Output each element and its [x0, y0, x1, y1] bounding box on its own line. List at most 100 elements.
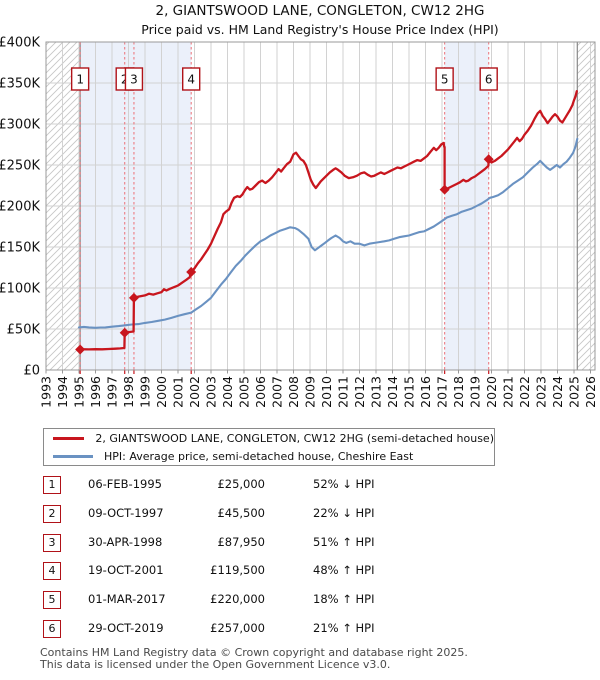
transactions-table: 1 06-FEB-1995 £25,000 52% ↓ HPI 2 09-OCT… [0, 474, 600, 647]
transaction-date: 06-FEB-1995 [88, 477, 162, 491]
transaction-number-label: 5 [441, 73, 449, 87]
y-tick-label: £150K [0, 241, 40, 256]
transaction-price: £220,000 [210, 592, 265, 607]
transaction-date: 09-OCT-1997 [88, 505, 164, 520]
transaction-price: £119,500 [210, 563, 265, 578]
x-tick-label: 2012 [352, 376, 367, 408]
transaction-number-label: 6 [485, 73, 493, 87]
x-tick-label: 1995 [72, 376, 87, 408]
y-tick-label: £300K [0, 118, 40, 133]
y-tick-label: £350K [0, 77, 40, 92]
transaction-hpi-delta: 52% ↓ HPI [313, 477, 375, 491]
page-subtitle: Price paid vs. HM Land Registry's House … [141, 22, 499, 37]
transaction-number-badge: 3 [43, 533, 61, 552]
x-tick-label: 2000 [154, 376, 169, 408]
transaction-marker-diamond [186, 267, 197, 278]
x-tick-label: 2022 [517, 376, 532, 408]
transaction-hpi-delta: 51% ↑ HPI [313, 534, 375, 549]
x-tick-label: 2004 [220, 376, 235, 408]
legend-label-property: 2, GIANTSWOOD LANE, CONGLETON, CW12 2HG … [95, 431, 494, 445]
transaction-marker-diamond [75, 344, 86, 355]
x-tick-label: 2008 [286, 376, 301, 408]
y-tick-label: £200K [0, 200, 40, 215]
transaction-number-badge: 1 [43, 476, 61, 494]
transaction-hpi-delta: 21% ↑ HPI [313, 620, 375, 635]
hpi-line [77, 137, 579, 329]
transaction-number-box [479, 67, 498, 91]
plot-border [45, 41, 596, 371]
footer-line-1: Contains HM Land Registry data © Crown c… [40, 646, 468, 659]
x-tick-label: 2010 [319, 376, 334, 408]
legend-item-property: 2, GIANTSWOOD LANE, CONGLETON, CW12 2HG … [53, 430, 494, 446]
page-title: 2, GIANTSWOOD LANE, CONGLETON, CW12 2HG [155, 3, 485, 19]
transaction-price: £25,000 [217, 477, 265, 491]
x-tick-label: 2013 [369, 376, 384, 408]
x-tick-label: 2024 [550, 376, 565, 408]
y-tick-label: £50K [7, 323, 41, 338]
footer-line-2: This data is licensed under the Open Gov… [40, 657, 391, 671]
y-tick-label: £0 [23, 364, 40, 379]
x-tick-label: 2025 [567, 376, 582, 408]
transaction-number-badge: 5 [43, 591, 61, 610]
transaction-marker-diamond [483, 154, 494, 165]
transaction-date: 01-MAR-2017 [88, 592, 166, 607]
x-tick-label: 2020 [484, 376, 499, 408]
transaction-number-label: 3 [130, 73, 138, 87]
x-tick-label: 2005 [237, 376, 252, 408]
transaction-date: 19-OCT-2001 [88, 563, 164, 578]
table-row: 4 19-OCT-2001 £119,500 48% ↑ HPI [0, 560, 600, 589]
transaction-number-badge: 2 [43, 504, 61, 523]
transaction-number-box [435, 67, 454, 91]
x-tick-label: 2021 [501, 376, 516, 408]
x-tick-label: 2002 [187, 376, 202, 408]
transaction-number-box [181, 67, 201, 91]
transaction-marker-diamond [439, 184, 450, 195]
table-row: 6 29-OCT-2019 £257,000 21% ↑ HPI [0, 618, 600, 647]
transaction-price: £87,950 [217, 534, 265, 549]
price-history-chart: 1 2 3 4 5 6£0£50K£100K£150K£200K£250K£300K£35… [0, 36, 598, 408]
y-tick-label: £250K [0, 159, 40, 174]
x-tick-label: 2018 [451, 376, 466, 408]
transaction-number-badge: 4 [43, 562, 61, 581]
table-row: 5 01-MAR-2017 £220,000 18% ↑ HPI [0, 589, 600, 618]
legend-item-hpi: HPI: Average price, semi-detached house,… [53, 448, 494, 464]
legend-label-hpi: HPI: Average price, semi-detached house,… [104, 449, 414, 463]
transaction-number-label: 1 [76, 73, 84, 87]
x-tick-label: 1993 [39, 376, 54, 408]
x-tick-label: 1999 [138, 376, 153, 408]
x-tick-label: 2007 [270, 376, 285, 408]
y-tick-label: £400K [0, 36, 40, 51]
x-tick-label: 2017 [435, 376, 450, 408]
transaction-number-label: 4 [187, 73, 195, 87]
legend-line-sample-property [53, 436, 85, 440]
transaction-price: £257,000 [210, 620, 265, 635]
x-tick-label: 2019 [468, 376, 483, 408]
x-tick-label: 2026 [583, 376, 598, 408]
x-tick-label: 2014 [385, 376, 400, 408]
transaction-date: 29-OCT-2019 [88, 620, 164, 635]
x-tick-label: 2003 [204, 376, 219, 408]
transaction-price: £45,500 [217, 505, 265, 520]
chart-legend: 2, GIANTSWOOD LANE, CONGLETON, CW12 2HG … [43, 428, 495, 466]
x-tick-label: 2006 [253, 376, 268, 408]
transaction-hpi-delta: 18% ↑ HPI [313, 592, 375, 607]
transaction-number-badge: 6 [43, 619, 61, 638]
transaction-number-box [124, 67, 144, 91]
transaction-date: 30-APR-1998 [88, 534, 163, 549]
legend-line-sample-hpi [53, 454, 93, 458]
x-tick-label: 1997 [105, 376, 120, 408]
transaction-hpi-delta: 22% ↓ HPI [313, 505, 375, 520]
transaction-hpi-delta: 48% ↑ HPI [313, 563, 375, 578]
transaction-marker-diamond [128, 292, 139, 303]
table-row: 3 30-APR-1998 £87,950 51% ↑ HPI [0, 532, 600, 561]
x-tick-label: 2023 [534, 376, 549, 408]
x-tick-label: 2015 [402, 376, 417, 408]
x-tick-label: 1994 [55, 376, 70, 408]
table-row: 2 09-OCT-1997 £45,500 22% ↓ HPI [0, 503, 600, 532]
table-row: 1 06-FEB-1995 £25,000 52% ↓ HPI [0, 474, 600, 503]
x-tick-label: 1998 [121, 376, 136, 408]
x-tick-label: 2011 [336, 376, 351, 408]
x-tick-label: 2001 [171, 376, 186, 408]
x-tick-label: 2009 [303, 376, 318, 408]
